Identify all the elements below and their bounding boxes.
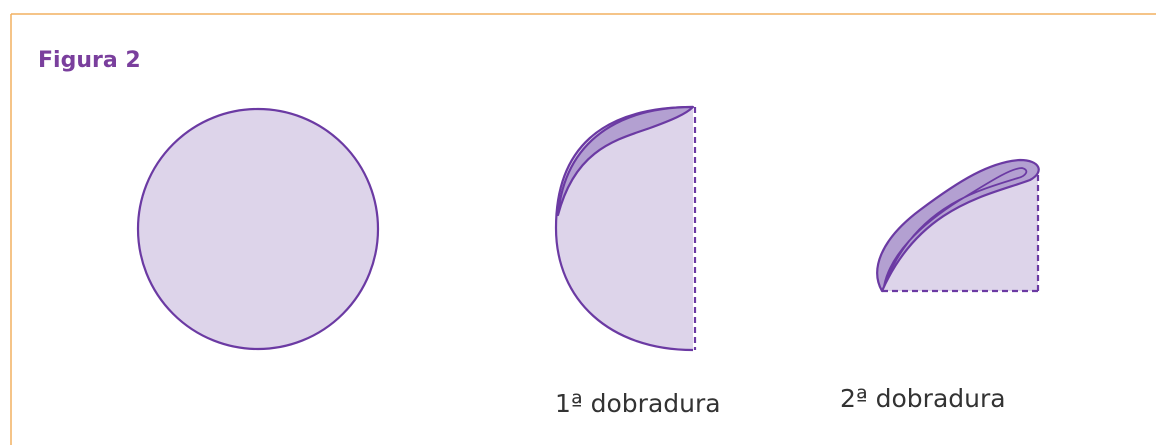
first-fold	[554, 105, 697, 352]
flap	[556, 105, 695, 217]
half-circle-fill	[556, 107, 693, 350]
flap-outer	[876, 158, 1040, 293]
label-second-fold: 2ª dobradura	[840, 384, 1006, 413]
circle	[136, 107, 380, 351]
half-circle-edge	[554, 105, 694, 352]
second-fold	[876, 158, 1040, 293]
figure-title: Figura 2	[38, 48, 141, 73]
label-first-fold: 1ª dobradura	[555, 389, 721, 418]
flap-inner	[883, 167, 1028, 287]
quarter-fill	[882, 175, 1038, 291]
